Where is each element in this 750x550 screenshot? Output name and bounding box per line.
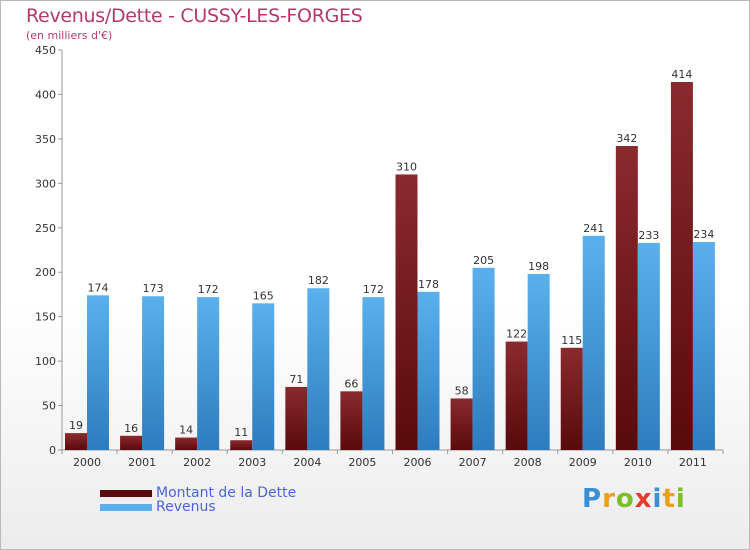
bar-revenus-2010 [637, 242, 660, 450]
bar-dette-2000 [65, 433, 87, 450]
bar-dette-2005 [340, 391, 363, 450]
bar-revenus-2009 [582, 235, 605, 450]
x-tick-label: 2007 [459, 456, 487, 469]
data-label-revenus-2001: 173 [143, 282, 164, 295]
proxiti-logo: Proxiti [582, 484, 686, 514]
logo-letter: o [615, 484, 635, 514]
logo-letter: i [652, 484, 663, 514]
x-tick-label: 2011 [679, 456, 707, 469]
y-tick-label: 100 [35, 355, 56, 368]
logo-letter: t [662, 484, 676, 514]
data-label-revenus-2011: 234 [693, 228, 714, 241]
y-tick-label: 50 [42, 400, 56, 413]
bar-revenus-2005 [362, 297, 385, 450]
bar-dette-2010 [615, 146, 638, 450]
x-tick-label: 2008 [514, 456, 542, 469]
data-label-revenus-2002: 172 [198, 283, 219, 296]
legend-swatch-dette [100, 489, 152, 497]
y-tick-label: 300 [35, 177, 56, 190]
chart-title: Revenus/Dette - CUSSY-LES-FORGES [26, 5, 363, 27]
x-tick-label: 2001 [128, 456, 156, 469]
data-label-dette-2009: 115 [561, 334, 582, 347]
y-tick-label: 450 [35, 44, 56, 57]
data-label-revenus-2008: 198 [528, 260, 549, 273]
x-tick-label: 2002 [183, 456, 211, 469]
y-tick-label: 0 [49, 444, 56, 457]
chart-subtitle: (en milliers d'€) [26, 29, 113, 42]
bar-dette-2002 [175, 437, 198, 450]
bar-dette-2007 [450, 398, 473, 450]
legend-item-revenus: Revenus [100, 500, 296, 514]
logo-letter: x [634, 484, 653, 514]
axis-layer: 0 50 100 150 200 250 300 350 400 450 2000 2001 2002 2… [35, 44, 724, 469]
bar-revenus-2002 [197, 297, 220, 450]
bar-dette-2011 [670, 82, 693, 450]
data-label-dette-2006: 310 [396, 160, 417, 173]
y-tick-label: 200 [35, 266, 56, 279]
x-tick-label: 2010 [624, 456, 652, 469]
bar-dette-2008 [505, 341, 528, 450]
x-tick-label: 2004 [293, 456, 321, 469]
bar-revenus-2000 [87, 295, 109, 450]
bars-layer: 19 174 16 173 14 172 11 165 71 182 66 172 310 178 58 20… [65, 68, 715, 450]
x-tick-label: 2009 [569, 456, 597, 469]
data-label-dette-2003: 11 [234, 426, 248, 439]
data-label-dette-2010: 342 [616, 132, 637, 145]
logo-letter: r [602, 484, 616, 514]
legend: Montant de la Dette Revenus [100, 486, 296, 514]
data-label-revenus-2004: 182 [308, 274, 329, 287]
data-label-revenus-2009: 241 [583, 222, 604, 235]
bar-dette-2001 [120, 435, 143, 450]
data-label-dette-2004: 71 [289, 373, 303, 386]
bar-dette-2009 [560, 347, 583, 450]
data-label-revenus-2006: 178 [418, 278, 439, 291]
bar-revenus-2008 [527, 274, 550, 450]
data-label-revenus-2007: 205 [473, 254, 494, 267]
data-label-revenus-2010: 233 [638, 229, 659, 242]
y-tick-label: 400 [35, 88, 56, 101]
legend-item-dette: Montant de la Dette [100, 486, 296, 500]
x-tick-label: 2006 [404, 456, 432, 469]
bar-revenus-2011 [692, 242, 715, 450]
y-tick-label: 250 [35, 222, 56, 235]
data-label-revenus-2005: 172 [363, 283, 384, 296]
data-label-dette-2007: 58 [455, 384, 469, 397]
bar-revenus-2001 [142, 296, 165, 450]
bar-dette-2006 [395, 174, 418, 450]
y-tick-label: 350 [35, 133, 56, 146]
x-tick-label: 2003 [238, 456, 266, 469]
data-label-dette-2002: 14 [179, 424, 193, 437]
bar-dette-2003 [230, 440, 253, 450]
data-label-dette-2008: 122 [506, 328, 527, 341]
logo-letter: P [582, 484, 603, 514]
data-label-revenus-2000: 174 [88, 281, 109, 294]
logo-letter: i [675, 484, 686, 514]
data-label-dette-2001: 16 [124, 422, 138, 435]
bar-revenus-2003 [252, 303, 275, 450]
y-tick-label: 150 [35, 311, 56, 324]
x-tick-label: 2005 [348, 456, 376, 469]
data-label-dette-2005: 66 [344, 377, 358, 390]
bar-dette-2004 [285, 386, 308, 450]
legend-swatch-revenus [100, 503, 152, 511]
data-label-dette-2011: 414 [671, 68, 692, 81]
data-label-dette-2000: 19 [69, 419, 83, 432]
legend-label-revenus: Revenus [156, 499, 216, 515]
bar-revenus-2007 [472, 267, 495, 450]
data-label-revenus-2003: 165 [253, 289, 274, 302]
x-tick-label: 2000 [73, 456, 101, 469]
bar-revenus-2006 [417, 291, 440, 450]
bar-revenus-2004 [307, 288, 330, 450]
legend-label-dette: Montant de la Dette [156, 485, 297, 501]
